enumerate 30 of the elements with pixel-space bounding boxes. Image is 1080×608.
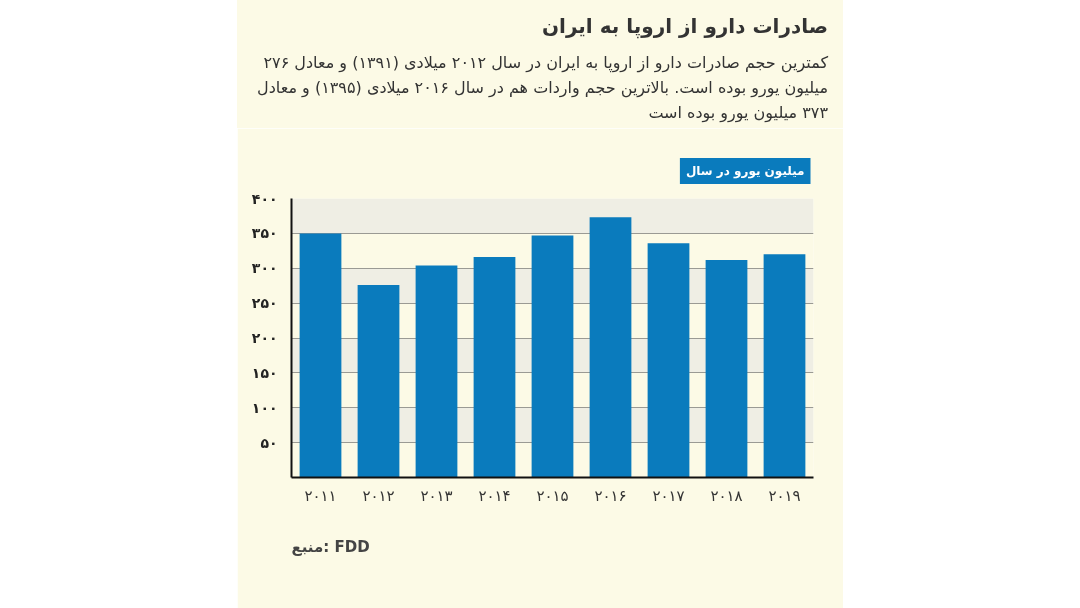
bar (357, 284, 400, 478)
x-tick-label: ۲۰۱۹ (768, 486, 801, 505)
y-tick-label: ۵۰ (260, 434, 278, 451)
y-tick-label: ۱۵۰ (251, 364, 278, 381)
x-tick-label: ۲۰۱۷ (652, 486, 685, 505)
x-tick-label: ۲۰۱۶ (594, 486, 627, 505)
y-tick-label: ۴۰۰ (251, 190, 278, 207)
bar (299, 233, 342, 478)
y-tick-label: ۲۵۰ (251, 295, 278, 312)
bar (531, 235, 574, 478)
bar (763, 254, 806, 478)
y-axis-title: میلیون یورو در سال (685, 164, 805, 179)
text: منبع: FDD (291, 537, 370, 556)
y-tick-label: ۲۰۰ (251, 330, 278, 346)
x-tick-label: ۲۰۱۴ (478, 486, 511, 505)
chart-subtitle: کمترین حجم صادرات دارو از اروپا به ایران در سال ۲۰۱۲ میلادی (۱۳۹۱) و معادل ۲۷۶ میلیون یورو بوده است. بالاترین حجم واردات هم در سال ۲۰۱۶ میلادی (۱۳۹۵) و معادل ۳۷۳ میلیون یورو بوده است (237, 48, 843, 128)
x-tick-label: ۲۰۱۳ (420, 486, 453, 505)
y-tick-label: ۳۰۰ (251, 260, 278, 277)
bar (415, 265, 458, 478)
bar (705, 259, 748, 478)
x-tick-label: ۲۰۱۸ (710, 486, 743, 505)
bar (473, 257, 516, 478)
y-tick-label: ۱۰۰ (251, 399, 278, 416)
x-tick-label: ۲۰۱۵ (536, 486, 569, 505)
bar (589, 217, 632, 478)
x-tick-label: ۲۰۱۲ (362, 486, 395, 505)
y-tick-label: ۳۵۰ (251, 225, 278, 242)
bar (647, 243, 690, 478)
chart-title: صادرات دارو از اروپا به ایران (237, 0, 843, 48)
x-tick-label: ۲۰۱۱ (304, 486, 337, 505)
